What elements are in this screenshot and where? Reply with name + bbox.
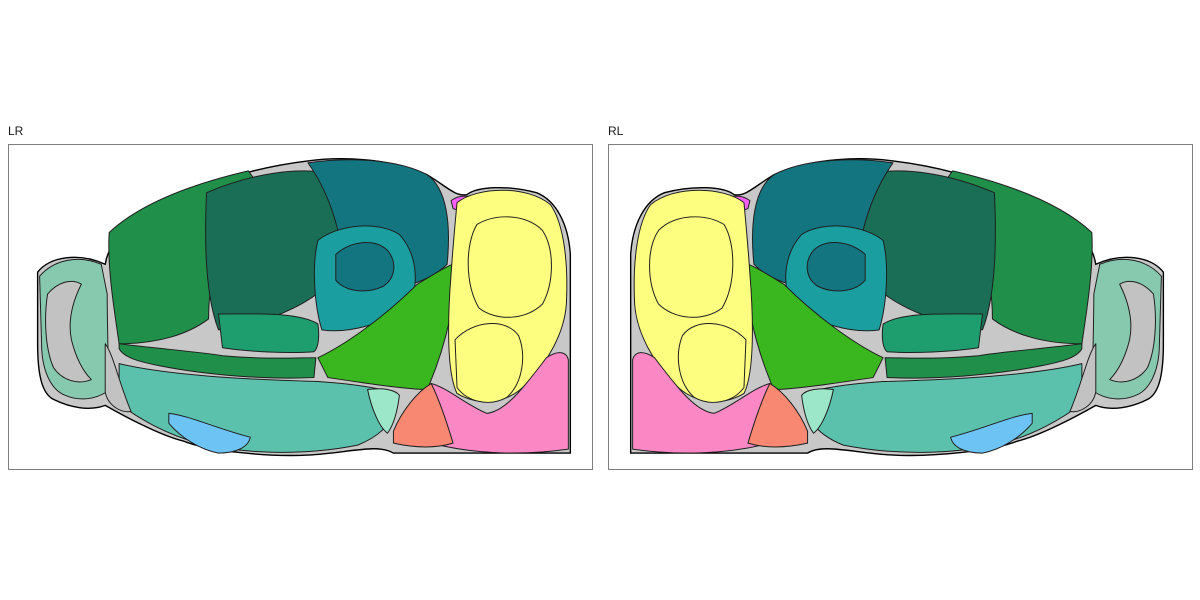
cerebellum-lobule xyxy=(649,216,734,318)
pons xyxy=(392,383,454,448)
medulla xyxy=(430,352,569,454)
ventricle-lateral xyxy=(104,343,132,413)
hippocampal-core xyxy=(806,242,866,292)
striatum-light xyxy=(801,388,834,434)
isocortex-light xyxy=(881,313,983,353)
amygdala xyxy=(950,412,1033,454)
isocortex-lateral xyxy=(118,343,317,379)
panel-label-lr: LR xyxy=(8,124,24,138)
cerebellum-lobule xyxy=(467,216,552,318)
olfactory-inner xyxy=(45,281,92,383)
brain-section-rl xyxy=(629,158,1165,457)
brain-section-lr xyxy=(36,158,572,457)
pons xyxy=(747,383,809,448)
ventricle-lateral xyxy=(1069,343,1097,413)
striatum-light xyxy=(367,388,400,434)
amygdala xyxy=(168,412,251,454)
isocortex-lateral xyxy=(884,343,1083,379)
cerebellum-lower xyxy=(454,323,524,403)
isocortex-light xyxy=(218,313,320,353)
panel-lr xyxy=(8,144,593,470)
olfactory-inner xyxy=(1109,281,1156,383)
medulla xyxy=(632,352,771,454)
panel-label-rl: RL xyxy=(608,124,624,138)
panel-rl xyxy=(608,144,1193,470)
hippocampal-core xyxy=(335,242,395,292)
cerebellum-lower xyxy=(677,323,747,403)
